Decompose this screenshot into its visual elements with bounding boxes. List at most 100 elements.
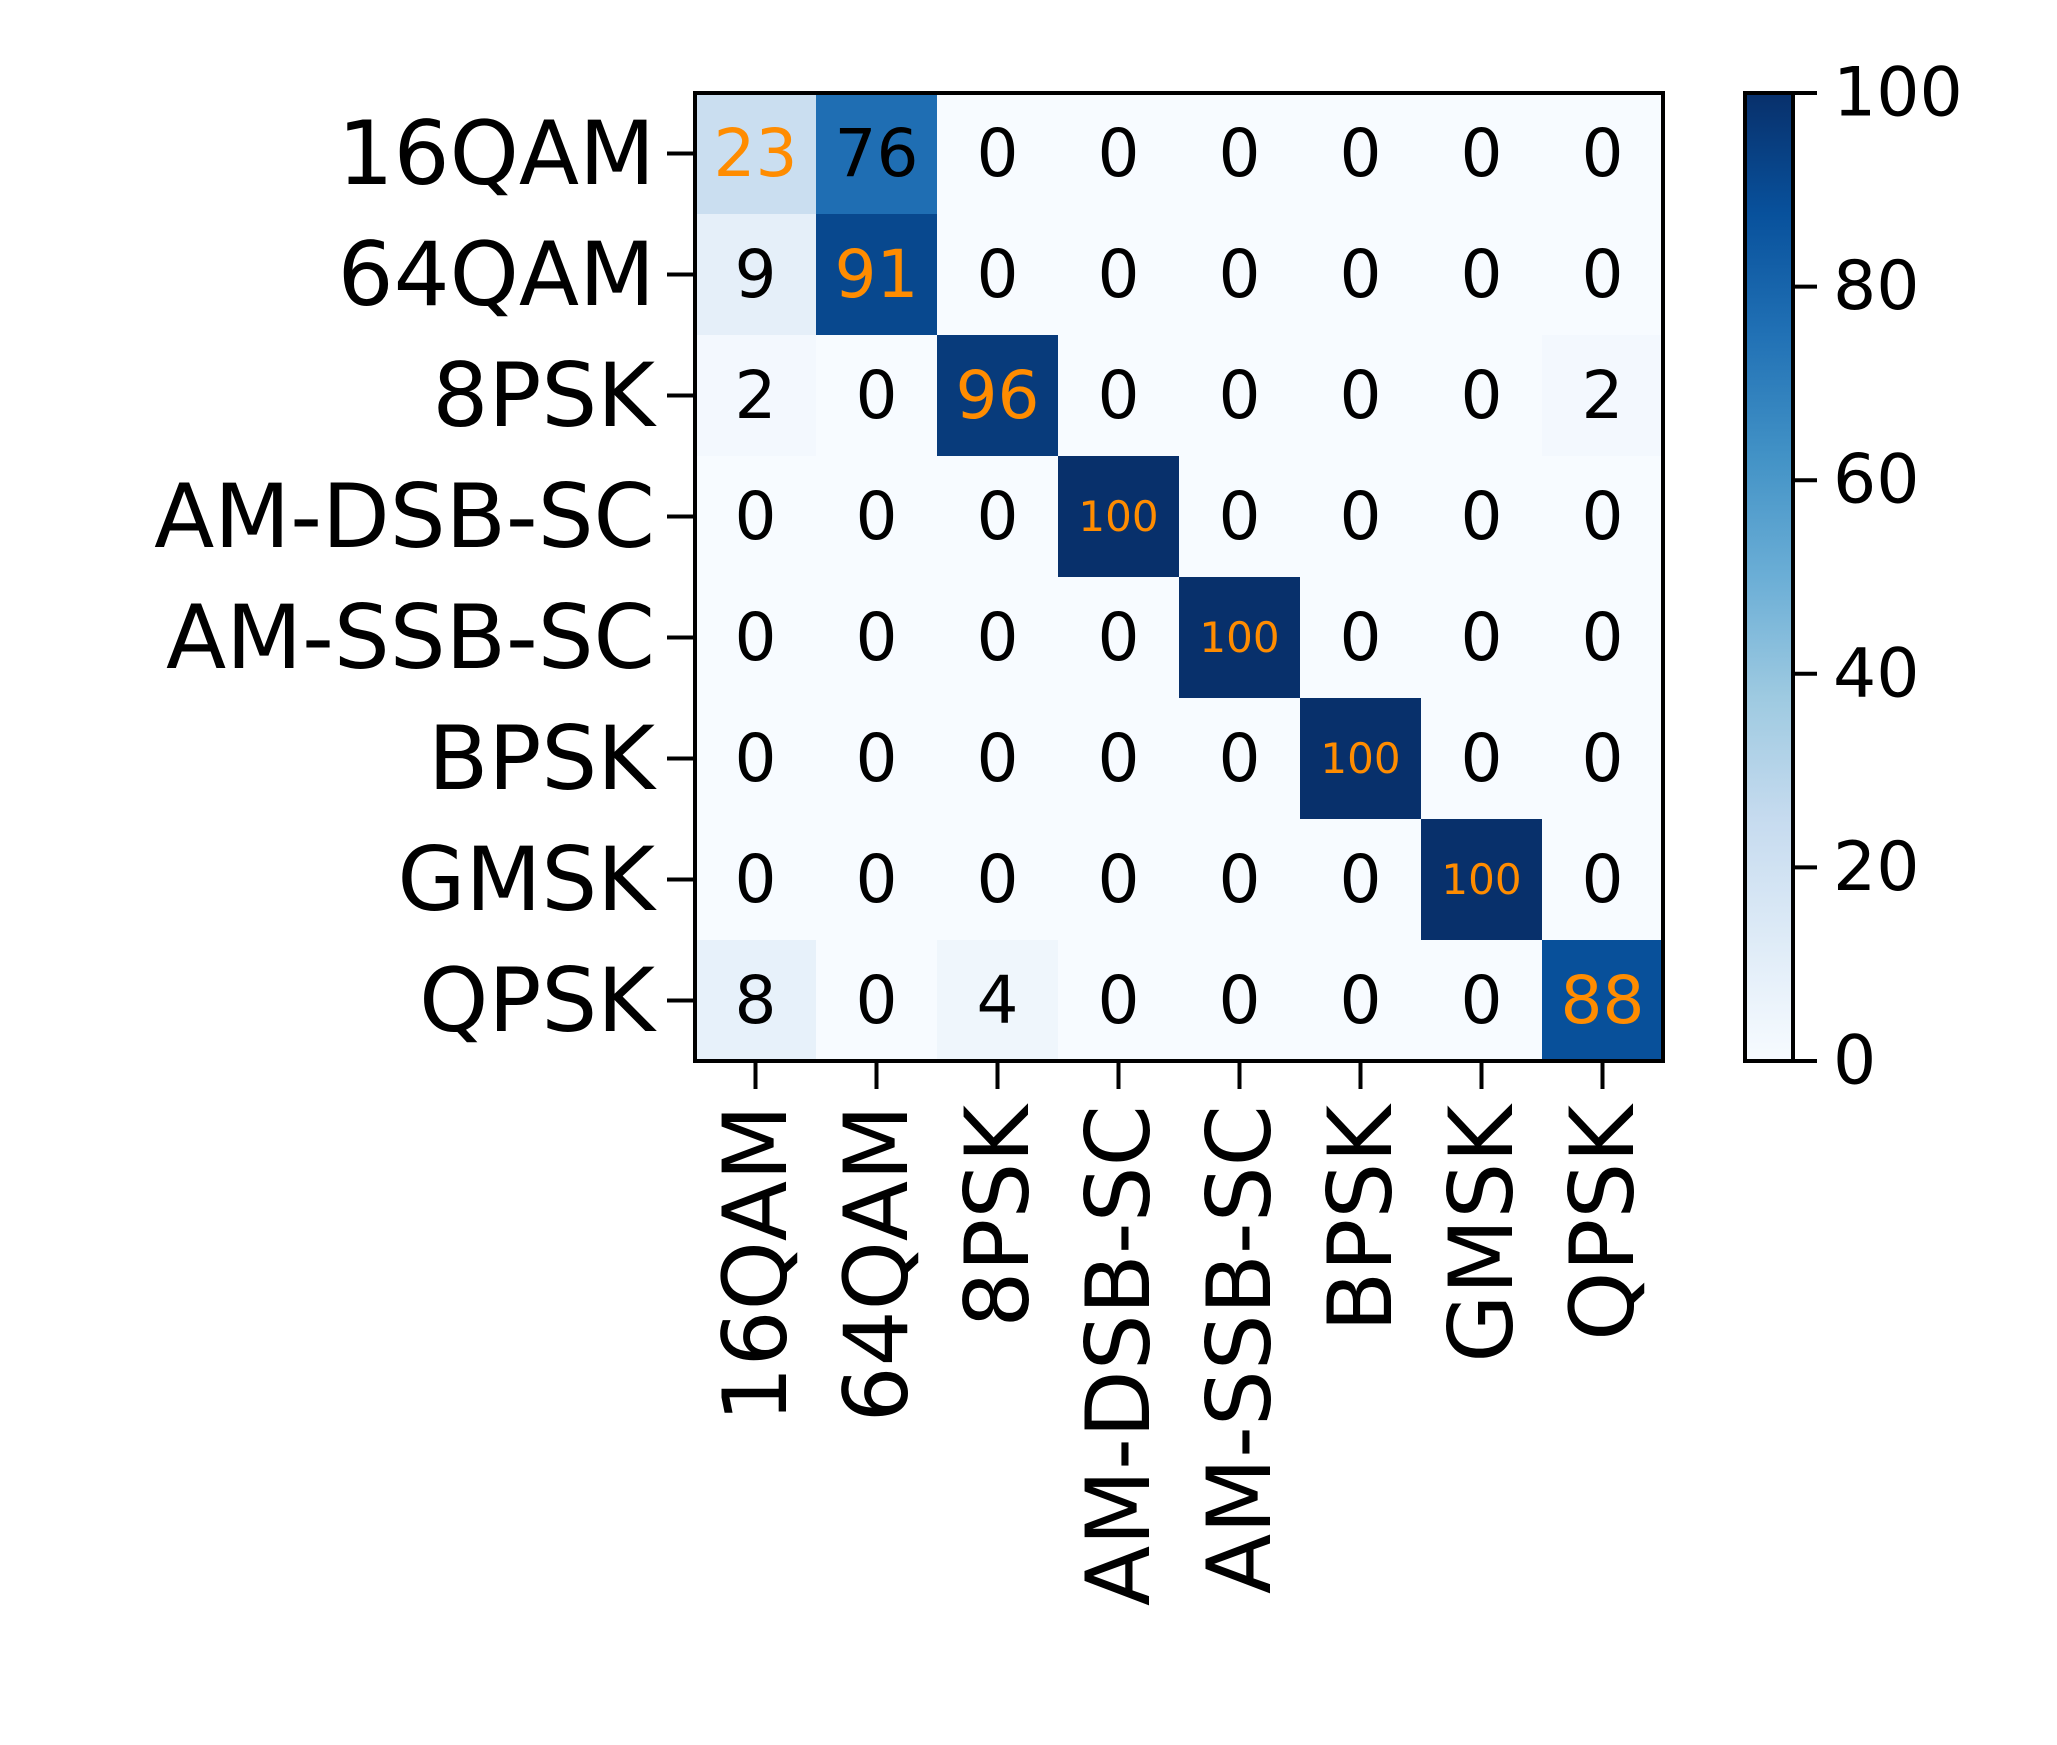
cell-value-r7-c4: 0 — [1219, 962, 1261, 1039]
heatmap-cell-r3-c2 — [937, 456, 1059, 578]
cell-value-r4-c3: 0 — [1098, 599, 1140, 676]
heatmap-cell-r5-c6 — [1421, 698, 1543, 820]
cell-value-r7-c7: 88 — [1561, 962, 1645, 1039]
heatmap-cell-r3-c1 — [816, 456, 938, 578]
heatmap-cell-r1-c0 — [695, 214, 817, 336]
heatmap-cell-r2-c2 — [937, 335, 1059, 457]
heatmap-cell-r4-c6 — [1421, 577, 1543, 699]
colorbar-tick-label-3: 60 — [1833, 441, 1920, 520]
cell-value-r1-c1: 91 — [835, 236, 919, 313]
colorbar-tick-label-2: 40 — [1833, 634, 1920, 713]
cell-value-r4-c5: 0 — [1340, 599, 1382, 676]
heatmap-cell-r0-c3 — [1058, 93, 1180, 215]
heatmap-cell-r5-c7 — [1542, 698, 1664, 820]
cell-value-r6-c1: 0 — [856, 841, 898, 918]
cell-value-r0-c6: 0 — [1461, 115, 1503, 192]
heatmap-cell-r4-c0 — [695, 577, 817, 699]
cell-value-r5-c4: 0 — [1219, 720, 1261, 797]
heatmap-cell-r3-c3 — [1058, 456, 1180, 578]
heatmap-cell-labels: 23 76 0 0 0 0 0 0 9 91 0 0 0 0 0 0 2 0 96 0 0 0 0 2 0 0 0 100 0 0 0 0 0 0… — [714, 115, 1645, 1039]
colorbar-frame — [1743, 91, 1795, 1063]
heatmap-cell-r0-c2 — [937, 93, 1059, 215]
heatmap-cell-r7-c7 — [1542, 940, 1664, 1062]
heatmap-cell-r4-c5 — [1300, 577, 1422, 699]
heatmap-cell-r1-c2 — [937, 214, 1059, 336]
y-tick-label-3: AM-DSB-SC — [154, 465, 655, 568]
x-tick-label-7: QPSK — [1551, 1103, 1654, 1341]
cell-value-r7-c3: 0 — [1098, 962, 1140, 1039]
y-tick-label-7: QPSK — [419, 949, 657, 1052]
cell-value-r7-c5: 0 — [1340, 962, 1382, 1039]
heatmap-cell-r6-c7 — [1542, 819, 1664, 941]
heatmap-cell-r1-c4 — [1179, 214, 1301, 336]
x-tick-label-4: AM-SSB-SC — [1188, 1105, 1291, 1594]
cell-value-r2-c7: 2 — [1582, 357, 1624, 434]
heatmap-cell-r2-c6 — [1421, 335, 1543, 457]
heatmap-cell-r2-c3 — [1058, 335, 1180, 457]
cell-value-r0-c5: 0 — [1340, 115, 1382, 192]
cell-value-r0-c3: 0 — [1098, 115, 1140, 192]
cell-value-r5-c1: 0 — [856, 720, 898, 797]
x-tick-label-6: GMSK — [1430, 1103, 1533, 1363]
colorbar-tick-label-0: 0 — [1833, 1022, 1876, 1101]
cell-value-r6-c4: 0 — [1219, 841, 1261, 918]
cell-value-r3-c0: 0 — [735, 478, 777, 555]
heatmap-cell-r7-c1 — [816, 940, 938, 1062]
heatmap-cell-r4-c1 — [816, 577, 938, 699]
heatmap-cell-r1-c7 — [1542, 214, 1664, 336]
y-tick-label-2: 8PSK — [432, 344, 657, 447]
heatmap-cell-r5-c4 — [1179, 698, 1301, 820]
cell-value-r3-c7: 0 — [1582, 478, 1624, 555]
heatmap-cell-r3-c0 — [695, 456, 817, 578]
heatmap-cell-r3-c5 — [1300, 456, 1422, 578]
cell-value-r1-c3: 0 — [1098, 236, 1140, 313]
cell-value-r0-c2: 0 — [977, 115, 1019, 192]
colorbar-ticks: 0 20 40 60 80 100 — [1793, 54, 1963, 1101]
heatmap-cell-r7-c5 — [1300, 940, 1422, 1062]
x-tick-label-0: 16QAM — [704, 1105, 807, 1422]
heatmap-cell-r7-c6 — [1421, 940, 1543, 1062]
x-tick-label-2: 8PSK — [946, 1103, 1049, 1328]
x-tick-label-1: 64QAM — [825, 1105, 928, 1422]
cell-value-r5-c5: 100 — [1320, 734, 1400, 783]
cell-value-r6-c7: 0 — [1582, 841, 1624, 918]
heatmap-cell-r7-c3 — [1058, 940, 1180, 1062]
y-tick-label-6: GMSK — [397, 828, 657, 931]
x-axis: 16QAM 64QAM 8PSK AM-DSB-SC AM-SSB-SC BPSK GMSK… — [704, 1061, 1654, 1606]
x-tick-label-5: BPSK — [1309, 1103, 1412, 1332]
cell-value-r2-c5: 0 — [1340, 357, 1382, 434]
heatmap-cell-r3-c4 — [1179, 456, 1301, 578]
cell-value-r3-c1: 0 — [856, 478, 898, 555]
cell-value-r7-c1: 0 — [856, 962, 898, 1039]
cell-value-r4-c2: 0 — [977, 599, 1019, 676]
cell-value-r4-c0: 0 — [735, 599, 777, 676]
heatmap-cell-r6-c5 — [1300, 819, 1422, 941]
cell-value-r3-c6: 0 — [1461, 478, 1503, 555]
cell-value-r7-c2: 4 — [977, 962, 1019, 1039]
heatmap-cell-r0-c6 — [1421, 93, 1543, 215]
heatmap-cell-r2-c4 — [1179, 335, 1301, 457]
heatmap-cell-r6-c4 — [1179, 819, 1301, 941]
heatmap-cell-r0-c1 — [816, 93, 938, 215]
heatmap-cell-r5-c1 — [816, 698, 938, 820]
cell-value-r1-c0: 9 — [735, 236, 777, 313]
y-tick-label-5: BPSK — [428, 707, 657, 810]
heatmap-cell-r2-c7 — [1542, 335, 1664, 457]
cell-value-r5-c2: 0 — [977, 720, 1019, 797]
cell-value-r6-c3: 0 — [1098, 841, 1140, 918]
heatmap-cell-r0-c4 — [1179, 93, 1301, 215]
cell-value-r5-c7: 0 — [1582, 720, 1624, 797]
heatmap-cell-r7-c4 — [1179, 940, 1301, 1062]
colorbar-tick-label-4: 80 — [1833, 247, 1920, 326]
cell-value-r1-c5: 0 — [1340, 236, 1382, 313]
cell-value-r3-c2: 0 — [977, 478, 1019, 555]
cell-value-r2-c2: 96 — [956, 357, 1040, 434]
cell-value-r0-c0: 23 — [714, 115, 798, 192]
heatmap-cell-r3-c7 — [1542, 456, 1664, 578]
cell-value-r3-c4: 0 — [1219, 478, 1261, 555]
heatmap-cell-r0-c0 — [695, 93, 817, 215]
cell-value-r0-c4: 0 — [1219, 115, 1261, 192]
heatmap-cell-r4-c3 — [1058, 577, 1180, 699]
cell-value-r6-c5: 0 — [1340, 841, 1382, 918]
